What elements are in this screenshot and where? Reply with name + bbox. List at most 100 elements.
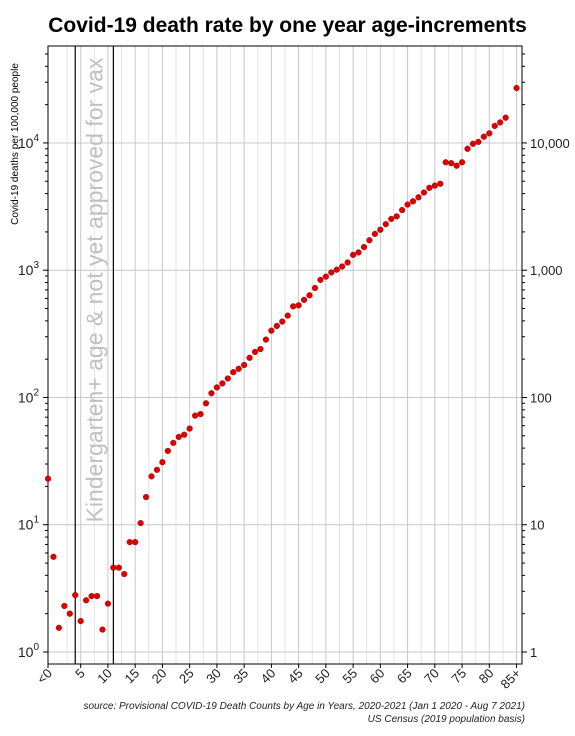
plot-frame (47, 45, 523, 665)
data-point (197, 411, 204, 418)
data-point (230, 369, 237, 376)
data-point (317, 276, 324, 283)
data-point (186, 425, 193, 432)
data-points (44, 84, 520, 633)
data-point (202, 400, 210, 407)
data-point (409, 198, 417, 205)
data-point (415, 194, 422, 201)
y-tick-label-left: 101 (18, 515, 40, 533)
data-point (251, 348, 259, 356)
annotation-layer: Kindergarten+ age & not yet approved for… (81, 57, 107, 522)
x-tick-label: 30 (203, 666, 224, 687)
data-point (262, 336, 270, 343)
data-point (246, 354, 253, 361)
x-tick-label: 70 (421, 666, 442, 687)
y-tick-label-right: 10 (530, 518, 544, 533)
data-point (486, 130, 493, 137)
x-tick-label: 40 (258, 666, 279, 687)
x-tick-label: <0 (34, 666, 55, 687)
data-point (366, 237, 373, 244)
x-tick-label: 20 (149, 666, 170, 687)
data-point (93, 592, 101, 600)
data-point (224, 375, 231, 382)
data-point (360, 243, 368, 251)
data-point (121, 570, 128, 578)
data-point (115, 564, 122, 571)
data-point (448, 160, 455, 167)
data-point (475, 138, 482, 145)
reference-lines (74, 46, 114, 664)
data-point (322, 273, 329, 280)
data-point (208, 390, 215, 397)
data-point (159, 459, 166, 466)
data-point (66, 610, 73, 617)
y-tick-label-right: 100 (530, 390, 552, 405)
x-tick-label: 60 (367, 666, 388, 687)
x-tick-label: 50 (312, 666, 333, 687)
data-point (104, 600, 112, 607)
data-point (142, 493, 150, 501)
data-point (502, 114, 509, 121)
data-point (99, 626, 106, 633)
y-tick-label-right: 10,000 (530, 136, 570, 151)
x-tick-label: 5 (72, 666, 88, 682)
data-point (219, 380, 226, 387)
data-point (148, 473, 155, 480)
data-point (377, 226, 384, 233)
data-point (404, 201, 411, 208)
x-tick-label: 80 (476, 666, 497, 687)
data-point (399, 206, 406, 214)
x-tick-label: 85+ (497, 666, 523, 692)
x-axis-ticks: <0 5 10 15 20 25 30 35 40 45 50 55 60 65 70 75 80 85+ (34, 664, 524, 692)
data-point (371, 230, 378, 237)
y-tick-label-left: 100 (18, 642, 40, 660)
data-point (355, 249, 362, 256)
data-point (464, 145, 471, 152)
data-point (170, 439, 177, 446)
data-point (497, 119, 504, 126)
data-point (61, 602, 68, 610)
data-point (175, 433, 182, 441)
data-point (339, 263, 346, 270)
data-point (300, 296, 308, 303)
y-tick-label-right: 1 (530, 645, 537, 660)
data-point (480, 133, 487, 140)
x-tick-label: 25 (176, 666, 197, 687)
plot-border (47, 45, 523, 665)
annotation-text: Kindergarten+ age & not yet approved for… (81, 57, 107, 522)
data-point (126, 539, 133, 546)
y-tick-label-right: 1,000 (530, 263, 563, 278)
data-point (344, 259, 351, 266)
x-tick-label: 75 (448, 666, 469, 687)
data-point (458, 159, 466, 166)
data-point (442, 159, 449, 166)
data-point (350, 251, 357, 258)
data-point (491, 122, 498, 130)
data-point (469, 140, 477, 147)
source-note: source: Provisional COVID-19 Death Count… (83, 701, 525, 712)
data-point (513, 84, 520, 92)
x-tick-label: 10 (94, 666, 115, 687)
data-point (132, 539, 139, 546)
data-point (273, 322, 280, 330)
y-tick-label-left: 102 (18, 387, 40, 405)
x-tick-label: 65 (394, 666, 415, 687)
chart-title: Covid-19 death rate by one year age-incr… (48, 14, 527, 37)
x-tick-label: 45 (285, 666, 306, 687)
data-point (213, 384, 220, 391)
data-point (284, 312, 291, 319)
source-note-census: US Census (2019 population basis) (367, 714, 525, 725)
data-point (192, 412, 199, 419)
data-point (88, 592, 95, 600)
data-point (333, 266, 340, 273)
data-point (437, 180, 444, 187)
data-point (44, 475, 52, 482)
data-point (153, 466, 161, 473)
grid-layer (47, 46, 522, 664)
data-point (426, 184, 433, 191)
x-tick-label: 15 (121, 666, 142, 687)
data-point (431, 182, 438, 189)
data-point (83, 597, 90, 604)
data-point (137, 520, 144, 527)
data-point (241, 361, 248, 369)
